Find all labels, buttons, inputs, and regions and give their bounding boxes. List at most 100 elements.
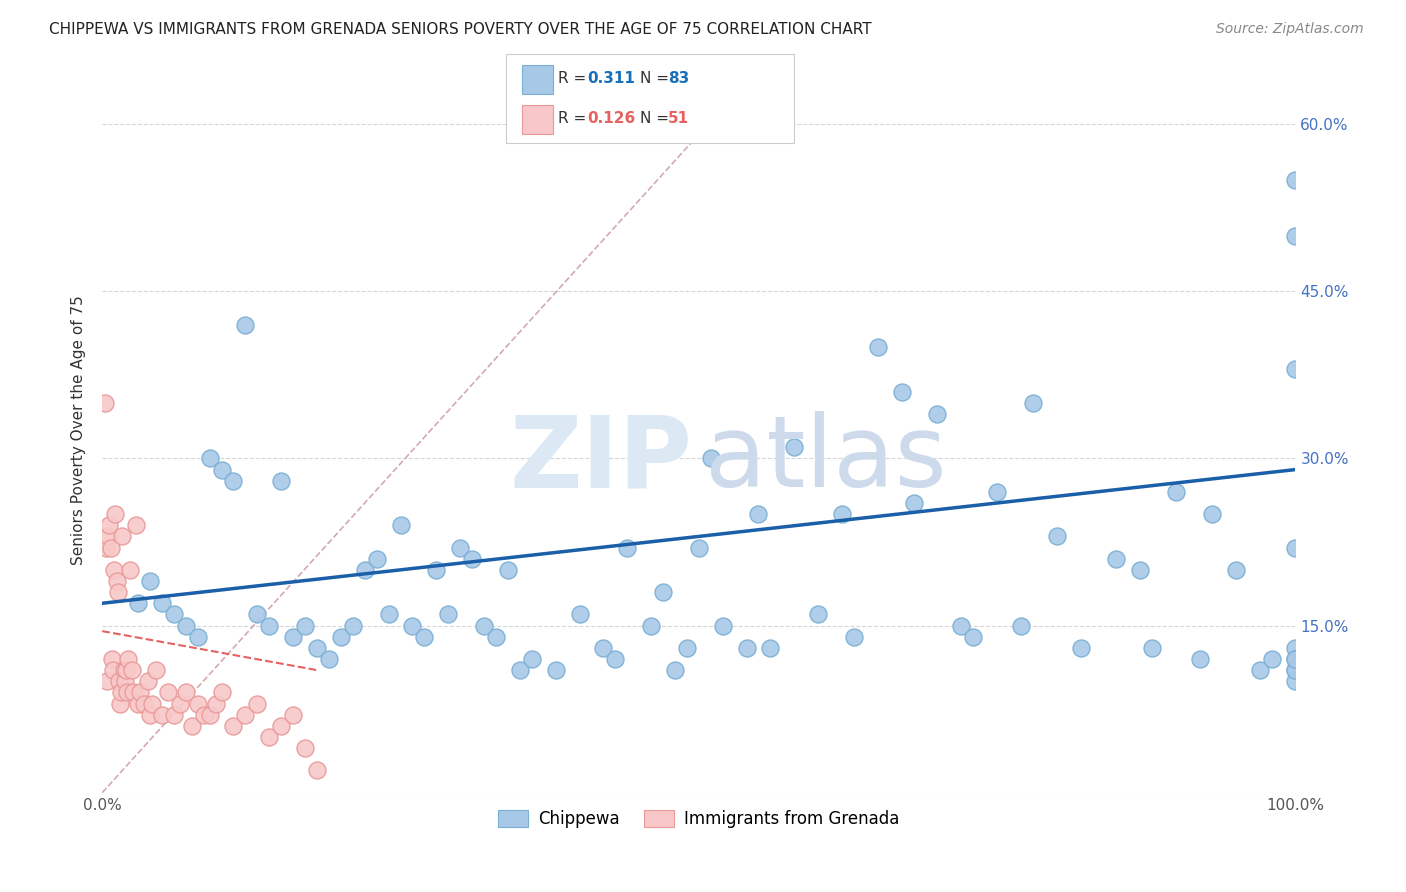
Point — [156, 685, 179, 699]
Text: CHIPPEWA VS IMMIGRANTS FROM GRENADA SENIORS POVERTY OVER THE AGE OF 75 CORRELATI: CHIPPEWA VS IMMIGRANTS FROM GRENADA SENI… — [49, 22, 872, 37]
Point — [141, 697, 163, 711]
Text: 83: 83 — [668, 71, 689, 86]
Point — [235, 318, 257, 332]
Point — [842, 630, 865, 644]
Point — [163, 607, 186, 622]
Point — [145, 663, 167, 677]
Point — [222, 719, 245, 733]
Point — [986, 484, 1008, 499]
Text: N =: N = — [640, 112, 673, 126]
Point — [903, 496, 925, 510]
Point — [1284, 652, 1306, 666]
Point — [1022, 395, 1045, 409]
Point — [127, 596, 149, 610]
Point — [198, 707, 221, 722]
Point — [472, 618, 495, 632]
Point — [866, 340, 889, 354]
Point — [568, 607, 591, 622]
Point — [735, 640, 758, 655]
Point — [1166, 484, 1188, 499]
Point — [111, 529, 134, 543]
Point — [342, 618, 364, 632]
Point — [132, 697, 155, 711]
Point — [783, 440, 806, 454]
Point — [807, 607, 830, 622]
Point — [1284, 663, 1306, 677]
Point — [318, 652, 340, 666]
Point — [187, 630, 209, 644]
Point — [94, 541, 117, 555]
Point — [235, 707, 257, 722]
Point — [1225, 563, 1247, 577]
Point — [294, 741, 316, 756]
Point — [592, 640, 614, 655]
Point — [1284, 228, 1306, 243]
Point — [1260, 652, 1282, 666]
Point — [127, 697, 149, 711]
Point — [544, 663, 567, 677]
Text: 0.126: 0.126 — [588, 112, 636, 126]
Point — [496, 563, 519, 577]
Point — [117, 685, 139, 699]
Point — [110, 685, 132, 699]
Point — [305, 640, 328, 655]
Point — [831, 507, 853, 521]
Point — [1010, 618, 1032, 632]
Point — [100, 652, 122, 666]
Point — [174, 618, 197, 632]
Point — [1284, 362, 1306, 376]
Point — [93, 395, 115, 409]
Point — [103, 563, 125, 577]
Point — [211, 462, 233, 476]
Point — [174, 685, 197, 699]
Point — [1284, 640, 1306, 655]
Point — [281, 707, 304, 722]
Point — [520, 652, 543, 666]
Point — [700, 451, 723, 466]
Point — [353, 563, 375, 577]
Text: 51: 51 — [668, 112, 689, 126]
Point — [401, 618, 423, 632]
Point — [180, 719, 202, 733]
Point — [437, 607, 460, 622]
Point — [259, 618, 281, 632]
Point — [294, 618, 316, 632]
Point — [139, 574, 162, 588]
Point — [389, 518, 412, 533]
Point — [509, 663, 531, 677]
Point — [122, 685, 145, 699]
Point — [104, 507, 127, 521]
Text: atlas: atlas — [704, 411, 946, 508]
Text: N =: N = — [640, 71, 673, 86]
Text: R =: R = — [558, 112, 592, 126]
Point — [1046, 529, 1069, 543]
Point — [305, 764, 328, 778]
Point — [425, 563, 447, 577]
Point — [1070, 640, 1092, 655]
Point — [664, 663, 686, 677]
Point — [890, 384, 912, 399]
Point — [169, 697, 191, 711]
Point — [616, 541, 638, 555]
Point — [211, 685, 233, 699]
Point — [605, 652, 627, 666]
Point — [1249, 663, 1271, 677]
Point — [366, 551, 388, 566]
Point — [129, 685, 152, 699]
Point — [115, 663, 138, 677]
Point — [950, 618, 973, 632]
Point — [101, 663, 124, 677]
Point — [413, 630, 436, 644]
Y-axis label: Seniors Poverty Over the Age of 75: Seniors Poverty Over the Age of 75 — [72, 296, 86, 566]
Point — [1129, 563, 1152, 577]
Point — [329, 630, 352, 644]
Point — [1142, 640, 1164, 655]
Point — [97, 529, 120, 543]
Point — [112, 663, 135, 677]
Point — [150, 596, 173, 610]
Point — [270, 474, 292, 488]
Point — [136, 674, 159, 689]
Point — [676, 640, 699, 655]
Text: 0.311: 0.311 — [588, 71, 636, 86]
Point — [193, 707, 215, 722]
